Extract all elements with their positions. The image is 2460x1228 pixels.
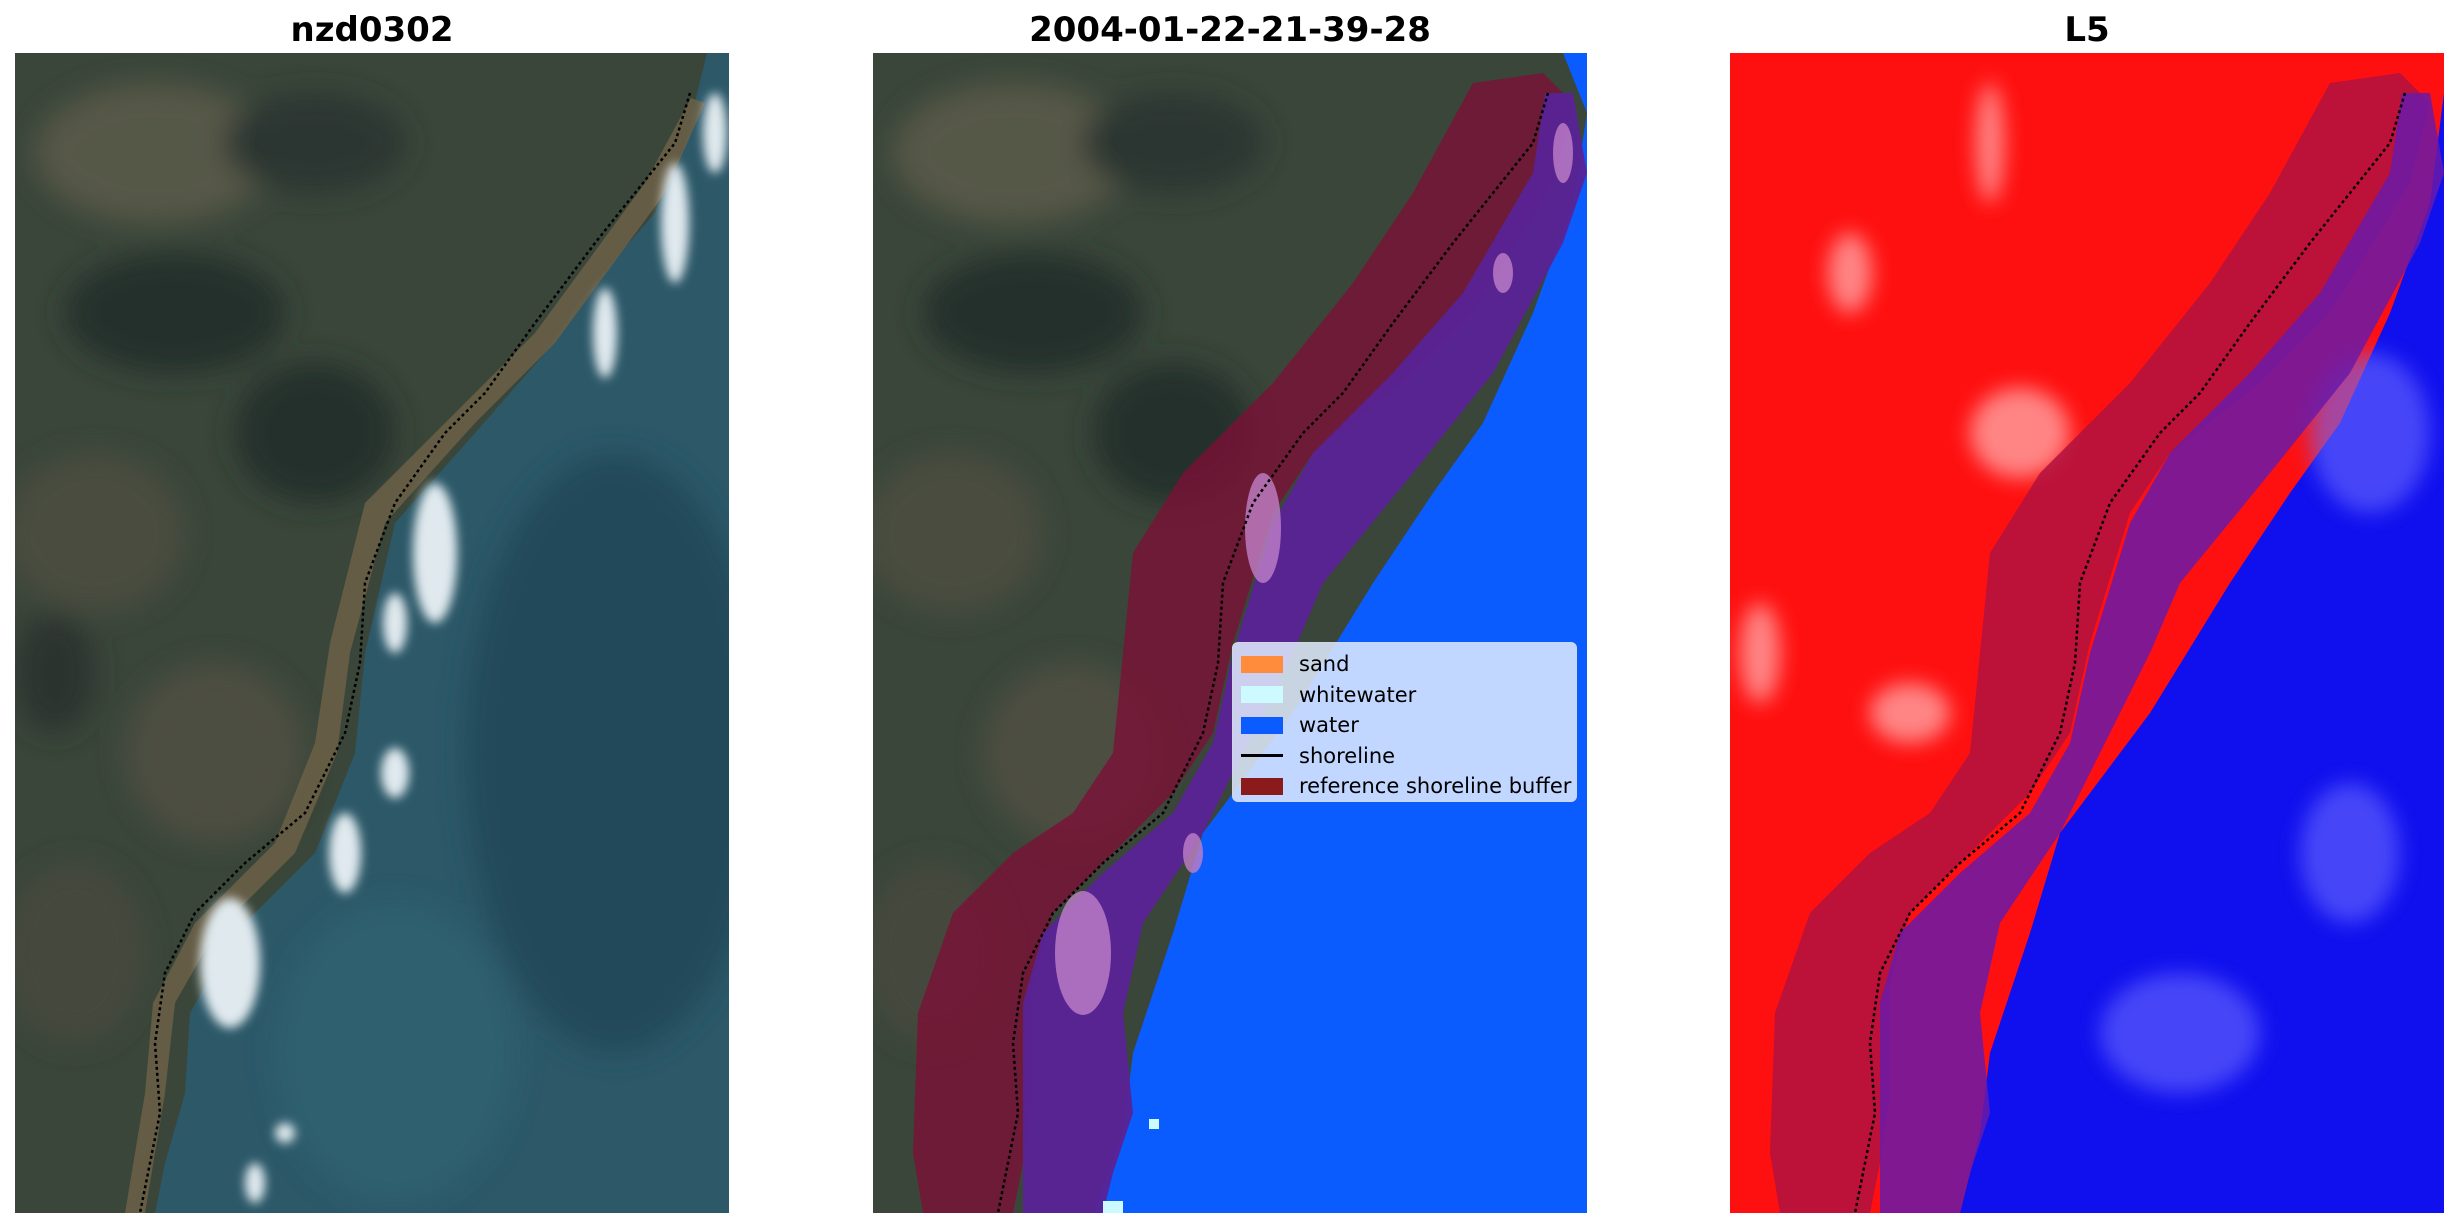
legend-item-water: water — [1241, 710, 1568, 741]
classification-legend: sand whitewater water shoreline referenc… — [1232, 642, 1577, 802]
legend-item-buffer: reference shoreline buffer — [1241, 771, 1572, 802]
panel-title-rgb: nzd0302 — [290, 10, 454, 50]
legend-item-whitewater: whitewater — [1241, 680, 1568, 711]
whitewater-swatch-icon — [1241, 686, 1283, 704]
legend-label-buffer: reference shoreline buffer — [1299, 774, 1572, 799]
buffer-swatch-icon — [1241, 777, 1283, 795]
shoreline-line-icon — [1241, 754, 1283, 758]
legend-label-shoreline: shoreline — [1299, 743, 1396, 768]
legend-label-water: water — [1299, 713, 1359, 738]
legend-item-sand: sand — [1241, 649, 1568, 680]
water-swatch-icon — [1241, 716, 1283, 734]
classification-map — [873, 53, 1587, 1213]
sand-swatch-icon — [1241, 655, 1283, 673]
panel-title-classification: 2004-01-22-21-39-28 — [1029, 10, 1431, 50]
rgb-satellite-image — [15, 53, 729, 1213]
legend-item-shoreline: shoreline — [1241, 741, 1568, 772]
panel-title-label: L5 — [2064, 10, 2110, 50]
legend-label-sand: sand — [1299, 652, 1350, 677]
legend-label-whitewater: whitewater — [1299, 682, 1417, 707]
label-map — [1730, 53, 2444, 1213]
